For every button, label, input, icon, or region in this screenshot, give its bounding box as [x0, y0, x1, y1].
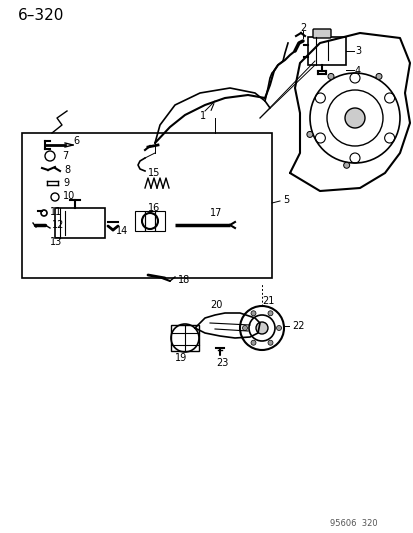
Text: 3: 3: [354, 46, 360, 56]
Bar: [154, 211, 165, 231]
Circle shape: [255, 322, 267, 334]
Text: 18: 18: [178, 275, 190, 285]
Text: 7: 7: [62, 151, 68, 161]
Text: 8: 8: [64, 165, 70, 175]
Text: 11: 11: [50, 207, 62, 217]
Text: 23: 23: [216, 358, 228, 368]
Text: 2: 2: [299, 23, 306, 33]
Text: 22: 22: [291, 321, 304, 331]
Circle shape: [343, 162, 349, 168]
Bar: [55, 208, 105, 238]
Text: 19: 19: [175, 353, 187, 363]
Circle shape: [375, 74, 381, 79]
Circle shape: [250, 340, 255, 345]
Text: 6–320: 6–320: [18, 7, 64, 22]
Bar: [171, 325, 199, 351]
Circle shape: [344, 108, 364, 128]
Text: 13: 13: [50, 237, 62, 247]
Text: 9: 9: [63, 178, 69, 188]
Text: 21: 21: [261, 296, 274, 306]
FancyBboxPatch shape: [312, 29, 330, 38]
Circle shape: [276, 326, 281, 330]
Text: 95606  320: 95606 320: [329, 519, 377, 528]
Bar: [145, 211, 154, 231]
Text: 10: 10: [63, 191, 75, 201]
Circle shape: [267, 340, 272, 345]
Bar: [307, 37, 345, 65]
Text: 5: 5: [282, 195, 289, 205]
Circle shape: [267, 311, 272, 316]
Text: 17: 17: [209, 208, 222, 218]
Text: 16: 16: [147, 203, 160, 213]
Circle shape: [250, 311, 255, 316]
Text: 1: 1: [199, 111, 206, 121]
Circle shape: [327, 74, 333, 79]
Text: 12: 12: [52, 220, 64, 230]
Bar: [22, 133, 271, 278]
Text: 14: 14: [116, 226, 128, 236]
Bar: [135, 211, 145, 231]
Circle shape: [306, 132, 312, 138]
Text: 6: 6: [73, 136, 79, 146]
Text: 4: 4: [354, 66, 360, 76]
Text: 20: 20: [209, 300, 222, 310]
Text: 15: 15: [147, 168, 160, 178]
Circle shape: [242, 326, 247, 330]
